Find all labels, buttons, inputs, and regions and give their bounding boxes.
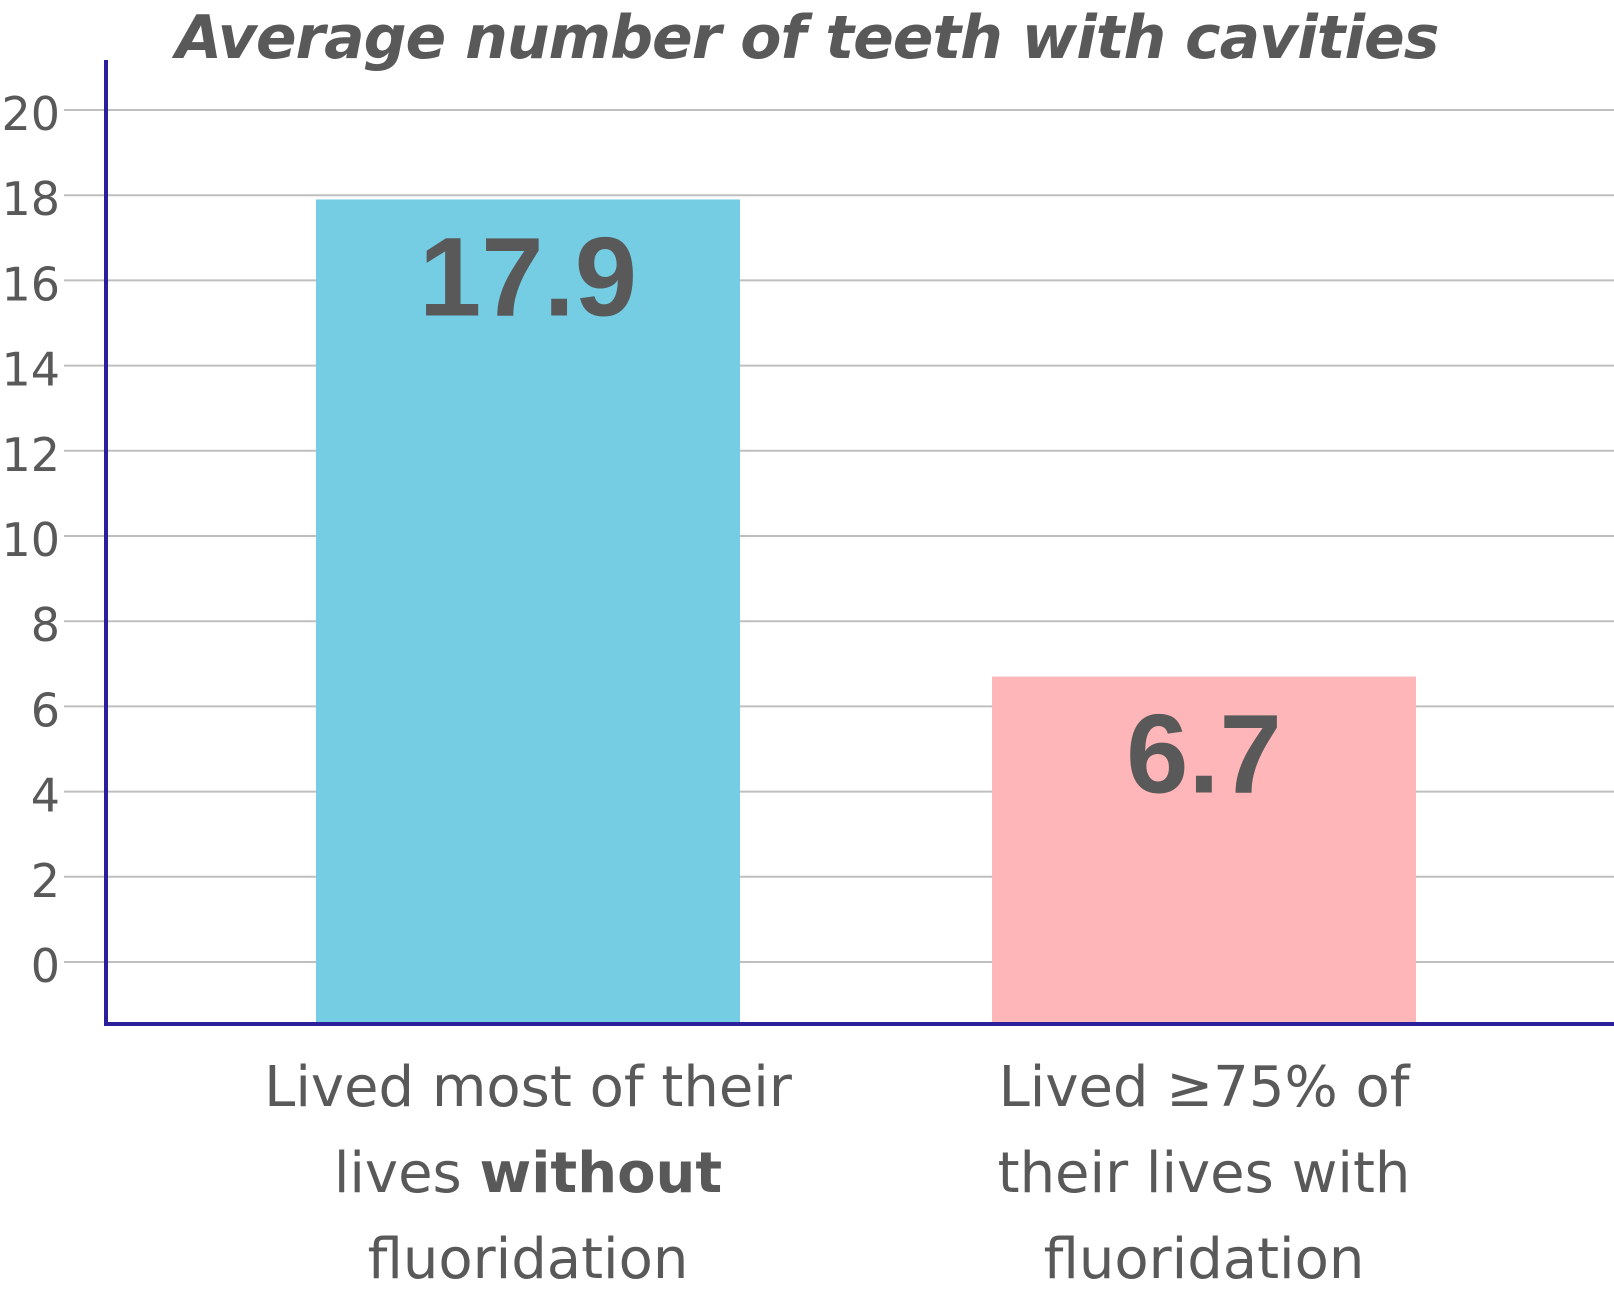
bar-1 [316, 199, 740, 1024]
category-label-line: their lives with [924, 1131, 1484, 1217]
x-category-label-2: Lived ≥75% of their lives with fluoridatio… [924, 1045, 1484, 1303]
bars [316, 199, 1416, 1024]
category-label-line: fluoridation [248, 1217, 808, 1303]
y-tick-label-0: 0 [31, 939, 60, 993]
category-label-text: fluoridation [367, 1227, 689, 1292]
y-axis-ticks: 0 2 4 6 8 10 12 14 16 18 20 [1, 87, 60, 993]
axes [104, 60, 1614, 1026]
y-tick-label-2: 2 [31, 854, 60, 908]
y-tick-label-4: 4 [31, 769, 60, 823]
y-tick-label-18: 18 [1, 172, 60, 226]
category-label-line: Lived most of their [248, 1045, 808, 1131]
y-tick-label-12: 12 [1, 428, 60, 482]
y-tick-label-16: 16 [1, 257, 60, 311]
category-label-line: Lived ≥75% of [924, 1045, 1484, 1131]
bar-2 [992, 676, 1416, 1024]
category-label-text: lives [333, 1141, 480, 1206]
y-tick-label-20: 20 [1, 87, 60, 141]
category-label-text: Lived ≥75% of [998, 1055, 1410, 1120]
category-label-text: Lived most of their [264, 1055, 792, 1120]
category-label-line: fluoridation [924, 1217, 1484, 1303]
bar-value-labels: 17.9 6.7 [419, 214, 1282, 816]
category-label-line: lives without [248, 1131, 808, 1217]
y-tick-label-14: 14 [1, 343, 60, 397]
y-tick-label-10: 10 [1, 513, 60, 567]
category-label-text: fluoridation [1043, 1227, 1365, 1292]
category-label-text: their lives with [997, 1141, 1411, 1206]
y-tick-label-6: 6 [31, 683, 60, 737]
bar-value-label-1: 17.9 [419, 214, 637, 339]
chart-title: Average number of teeth with cavities [175, 3, 1440, 73]
y-tick-label-8: 8 [31, 598, 60, 652]
x-category-label-1: Lived most of their lives without fluorida… [248, 1045, 808, 1303]
category-label-text: without [479, 1141, 723, 1206]
bar-value-label-2: 6.7 [1126, 692, 1282, 817]
